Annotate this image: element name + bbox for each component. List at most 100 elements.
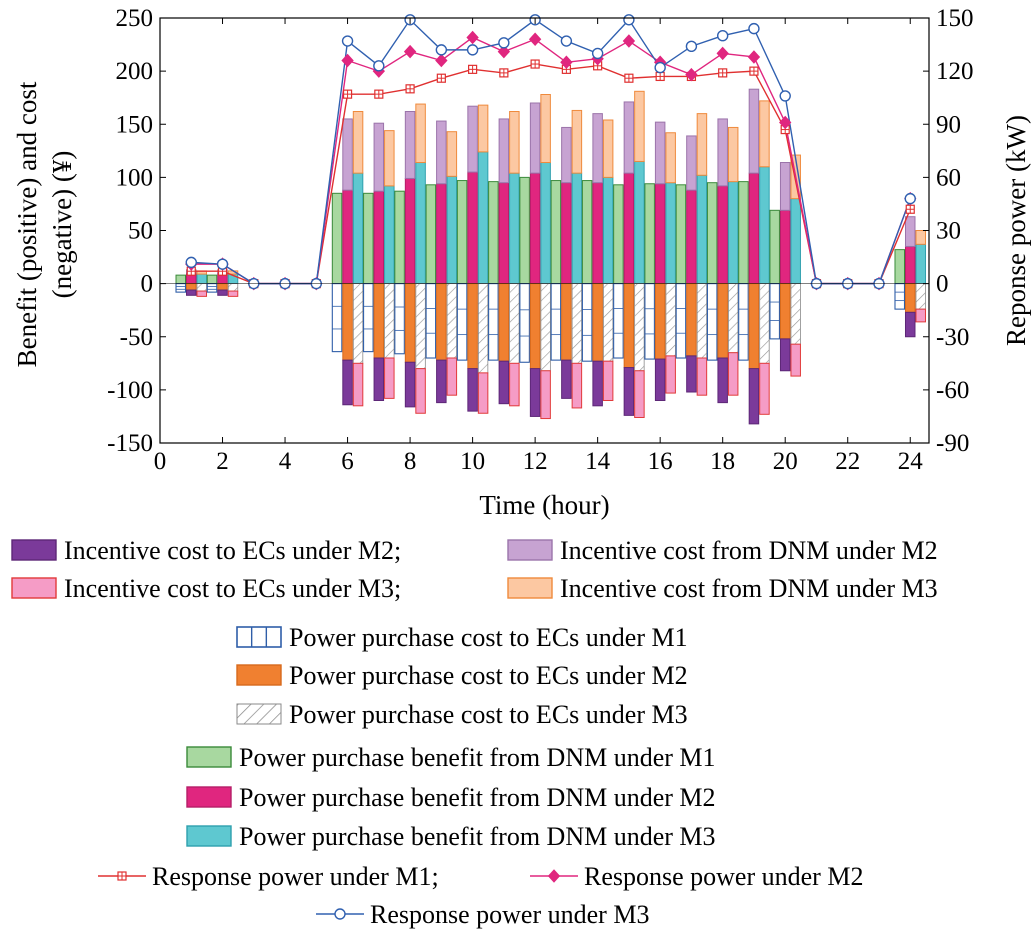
point-response-m3 <box>435 44 448 56</box>
bar-m2-incentive-ec <box>748 368 760 425</box>
bar-m3-incentive-dnm <box>696 113 708 176</box>
y-left-tick-label: 150 <box>116 111 154 138</box>
bar-m2-incentive-ec <box>779 338 791 372</box>
point-response-m2 <box>528 32 542 46</box>
bar-m3-incentive-ec <box>446 357 458 396</box>
y-right-tick-label: 90 <box>936 111 961 138</box>
legend-item: Power purchase benefit from DNM under M2 <box>186 783 716 812</box>
bar-m2-incentive-dnm <box>654 121 666 185</box>
bar-m1-cost <box>581 283 593 362</box>
bar-m2-benefit <box>654 183 666 285</box>
bar-m1-cost <box>550 283 562 361</box>
bar-m3-benefit <box>540 162 551 285</box>
bar-m2-benefit <box>779 209 791 285</box>
point-response-m3 <box>654 61 666 74</box>
bar-m3-incentive-dnm <box>915 230 926 245</box>
bar-m3-incentive-ec <box>415 368 426 414</box>
bar-m2-incentive-ec <box>217 289 228 296</box>
point-response-m3 <box>748 22 760 35</box>
y-left-tick-label: 100 <box>116 164 154 191</box>
bar-m2-incentive-dnm <box>779 162 791 211</box>
bar-m1-benefit <box>331 192 343 285</box>
bar-m2-incentive-ec <box>623 367 635 416</box>
bar-m3-incentive-dnm <box>665 132 676 184</box>
bar-m2-cost <box>779 283 791 340</box>
bar-m1-benefit <box>206 274 218 285</box>
point-response-m1 <box>436 73 446 83</box>
bar-m3-incentive-ec <box>509 362 520 407</box>
bar-m2-cost <box>498 283 510 362</box>
x-tick-label: 16 <box>648 448 673 475</box>
bar-m3-incentive-ec <box>540 370 551 420</box>
bar-m2-cost <box>404 283 416 363</box>
y-right-tick-label: -60 <box>936 377 969 404</box>
bar-m3-benefit <box>446 175 458 285</box>
bar-m3-cost <box>665 283 676 357</box>
legend-item: Incentive cost to ECs under M3; <box>11 574 401 603</box>
legend-swatch <box>186 786 232 808</box>
bar-m2-benefit <box>561 182 572 285</box>
bar-m3-cost <box>540 283 551 372</box>
bar-m3-cost <box>477 283 489 374</box>
legend-item: Response power under M1; <box>98 862 439 891</box>
y-left-tick-label: 0 <box>141 271 154 298</box>
bar-m1-benefit <box>613 184 624 285</box>
bar-m3-incentive-ec <box>634 370 645 418</box>
bar-m2-incentive-dnm <box>373 122 385 192</box>
legend-label: Power purchase benefit from DNM under M2 <box>239 783 716 812</box>
bar-m1-benefit <box>706 182 718 285</box>
point-response-m3 <box>498 37 510 49</box>
bar-m3-incentive-ec <box>790 343 801 377</box>
bar-m3-incentive-ec <box>759 362 770 415</box>
bar-m3-incentive-dnm <box>415 103 426 163</box>
bar-m3-incentive-ec <box>571 362 583 409</box>
bar-m3-benefit <box>759 166 770 285</box>
y-left-axis-label-line1: Benefit (positive) and cost <box>12 81 42 367</box>
bar-m2-cost <box>717 283 728 359</box>
legend-label: Response power under M2 <box>584 862 863 891</box>
bar-m2-benefit <box>373 190 385 285</box>
legend-item: Response power under M3 <box>316 900 649 929</box>
bar-m2-cost <box>561 283 572 361</box>
bar-m3-incentive-ec <box>665 355 676 394</box>
point-response-m1 <box>718 68 728 78</box>
bar-m3-incentive-dnm <box>727 126 739 183</box>
legend-swatch-marker <box>547 869 561 883</box>
bar-m2-incentive-dnm <box>467 105 478 173</box>
bar-m3-incentive-dnm <box>477 104 489 153</box>
point-response-m3 <box>341 35 354 47</box>
plot-area <box>175 14 926 425</box>
y-left-tick-label: -50 <box>120 324 153 351</box>
legend-swatch <box>507 539 553 561</box>
bar-m2-benefit <box>904 245 916 285</box>
bar-m3-cost <box>915 283 926 310</box>
bar-m3-incentive-ec <box>696 357 708 396</box>
bar-m2-incentive-ec <box>404 361 416 408</box>
y-right-tick-label: -30 <box>936 324 969 351</box>
bar-m1-cost <box>519 283 530 363</box>
x-tick-label: 6 <box>341 448 354 475</box>
point-response-m3 <box>373 60 385 72</box>
bar-m2-benefit <box>748 172 760 285</box>
y-right-axis-label: Reponse power (kW) <box>1001 115 1031 346</box>
bar-m2-incentive-ec <box>467 368 478 412</box>
bar-m3-benefit <box>634 160 645 285</box>
bar-m2-benefit <box>686 189 697 285</box>
legend: Incentive cost to ECs under M2; Incentive… <box>11 536 938 929</box>
bar-m3-cost <box>790 283 801 345</box>
bar-m3-incentive-dnm <box>759 100 770 168</box>
bar-m3-cost <box>602 283 614 362</box>
legend-label: Incentive cost from DNM under M3 <box>560 574 938 603</box>
point-response-m1 <box>374 89 384 99</box>
point-response-m3 <box>779 90 791 102</box>
bar-m2-incentive-dnm <box>404 111 416 179</box>
bar-m3-benefit <box>571 172 583 285</box>
bar-m1-cost <box>706 283 718 361</box>
point-response-m2 <box>435 53 448 68</box>
bar-m2-cost <box>373 283 385 359</box>
bar-m1-benefit <box>175 274 187 285</box>
bar-m3-cost <box>352 283 364 364</box>
legend-item: Power purchase cost to ECs under M3 <box>236 700 688 729</box>
legend-swatch <box>236 626 282 648</box>
